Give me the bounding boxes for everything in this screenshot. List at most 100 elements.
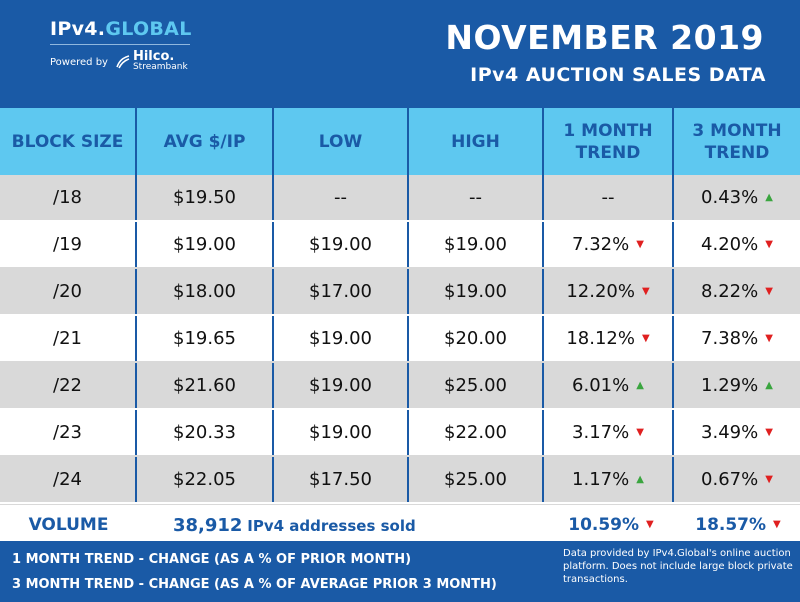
avg-price-cell-value: $19.50 (173, 187, 236, 208)
one-month-trend-cell: 3.17% ▼ (544, 410, 674, 455)
one-month-trend-cell-value: 18.12% (566, 328, 635, 349)
column-header-high: HIGH (409, 108, 544, 175)
volume-3-month-trend: 18.57% ▼ (676, 515, 800, 535)
three-month-trend-cell: 0.43% ▲ (674, 175, 800, 220)
logo-name-part1: IPv4. (50, 18, 106, 40)
avg-price-cell-value: $20.33 (173, 422, 236, 443)
one-month-trend-cell-value: 1.17% (572, 469, 630, 490)
page-subtitle: IPv4 AUCTION SALES DATA (470, 64, 766, 86)
three-month-trend-cell-value: 0.67% (701, 469, 759, 490)
low-price-cell-value: $17.00 (309, 281, 372, 302)
header: IPv4.GLOBAL Powered by Hilco. Streambank… (0, 0, 800, 108)
triangle-up-icon: ▲ (765, 191, 773, 203)
triangle-up-icon: ▲ (765, 379, 773, 391)
three-month-trend-cell: 7.38% ▼ (674, 316, 800, 361)
sales-data-table: BLOCK SIZE AVG $/IP LOW HIGH 1 MONTH TRE… (0, 108, 800, 545)
high-price-cell: $22.00 (409, 410, 544, 455)
triangle-down-icon: ▼ (641, 332, 650, 344)
block-size-cell: /18 (0, 175, 137, 220)
high-price-cell-value: $22.00 (444, 422, 507, 443)
three-month-trend-cell: 3.49% ▼ (674, 410, 800, 455)
volume-row: VOLUME 38,912 IPv4 addresses sold 10.59%… (0, 504, 800, 545)
three-month-trend-cell-value: 1.29% (701, 375, 759, 396)
three-month-trend-cell-value: 0.43% (701, 187, 759, 208)
three-month-trend-cell-value: 8.22% (701, 281, 759, 302)
column-header-block-size: BLOCK SIZE (0, 108, 137, 175)
avg-price-cell: $18.00 (137, 269, 274, 314)
volume-number: 38,912 (173, 514, 243, 536)
logo-name-part2: GLOBAL (105, 18, 192, 40)
one-month-trend-cell: -- (544, 175, 674, 220)
block-size-cell-value: /18 (53, 187, 82, 208)
logo-wordmark: IPv4.GLOBAL (50, 18, 200, 40)
low-price-cell: $17.50 (274, 457, 409, 502)
triangle-down-icon: ▼ (646, 519, 654, 530)
block-size-cell-value: /24 (53, 469, 82, 490)
block-size-cell-value: /19 (53, 234, 82, 255)
table-row: /20 $18.00 $17.00 $19.00 12.20% ▼ 8.22% ▼ (0, 269, 800, 316)
avg-price-cell: $20.33 (137, 410, 274, 455)
three-month-trend-cell-value: 4.20% (701, 234, 759, 255)
column-header-3-month-trend: 3 MONTH TREND (692, 120, 782, 163)
high-price-cell: -- (409, 175, 544, 220)
one-month-trend-cell-value: 3.17% (572, 422, 630, 443)
high-price-cell-value: $19.00 (444, 234, 507, 255)
one-month-trend-cell: 18.12% ▼ (544, 316, 674, 361)
table-row: /24 $22.05 $17.50 $25.00 1.17% ▲ 0.67% ▼ (0, 457, 800, 504)
high-price-cell-value: $20.00 (444, 328, 507, 349)
high-price-cell: $25.00 (409, 457, 544, 502)
volume-3-month-value: 18.57% (695, 515, 767, 535)
partner-sub: Streambank (132, 62, 188, 72)
low-price-cell-value: $19.00 (309, 234, 372, 255)
one-month-trend-cell: 7.32% ▼ (544, 222, 674, 267)
table-body: /18 $19.50 -- -- -- 0.43% ▲ /19 $19.00 $19.00 $19.… (0, 175, 800, 504)
triangle-down-icon: ▼ (765, 285, 773, 297)
avg-price-cell: $22.05 (137, 457, 274, 502)
high-price-cell-value: $25.00 (444, 375, 507, 396)
three-month-trend-cell: 8.22% ▼ (674, 269, 800, 314)
one-month-trend-cell-value: 6.01% (572, 375, 630, 396)
footer: 1 MONTH TREND - CHANGE (AS A % OF PRIOR … (0, 541, 800, 602)
block-size-cell: /22 (0, 363, 137, 408)
block-size-cell: /24 (0, 457, 137, 502)
three-month-trend-cell: 4.20% ▼ (674, 222, 800, 267)
high-price-cell-value: $19.00 (444, 281, 507, 302)
block-size-cell-value: /21 (53, 328, 82, 349)
table-row: /22 $21.60 $19.00 $25.00 6.01% ▲ 1.29% ▲ (0, 363, 800, 410)
high-price-cell: $20.00 (409, 316, 544, 361)
page-title: NOVEMBER 2019 (445, 18, 764, 57)
avg-price-cell: $19.65 (137, 316, 274, 361)
volume-label: VOLUME (28, 515, 109, 535)
low-price-cell: $19.00 (274, 363, 409, 408)
low-price-cell: $19.00 (274, 316, 409, 361)
triangle-down-icon: ▼ (765, 426, 773, 438)
column-header-low: LOW (274, 108, 409, 175)
high-price-cell: $19.00 (409, 222, 544, 267)
triangle-down-icon: ▼ (636, 238, 644, 250)
column-header-1-month-trend: 1 MONTH TREND (544, 108, 674, 175)
block-size-cell: /23 (0, 410, 137, 455)
avg-price-cell-value: $19.65 (173, 328, 236, 349)
column-header-avg: AVG $/IP (137, 108, 274, 175)
triangle-down-icon: ▼ (641, 285, 650, 297)
volume-description: IPv4 addresses sold (247, 516, 416, 535)
triangle-down-icon: ▼ (765, 332, 773, 344)
triangle-down-icon: ▼ (773, 519, 781, 530)
high-price-cell: $25.00 (409, 363, 544, 408)
low-price-cell: -- (274, 175, 409, 220)
block-size-cell: /21 (0, 316, 137, 361)
low-price-cell-value: $17.50 (309, 469, 372, 490)
one-month-trend-cell: 12.20% ▼ (544, 269, 674, 314)
triangle-up-icon: ▲ (636, 379, 644, 391)
block-size-cell: /19 (0, 222, 137, 267)
logo-divider (50, 44, 190, 45)
three-month-definition: 3 MONTH TREND - CHANGE (AS A % OF AVERAG… (12, 577, 497, 592)
table-row: /21 $19.65 $19.00 $20.00 18.12% ▼ 7.38% ▼ (0, 316, 800, 363)
hilco-logo-icon (116, 55, 130, 69)
one-month-trend-cell-value: 7.32% (572, 234, 630, 255)
table-row: /18 $19.50 -- -- -- 0.43% ▲ (0, 175, 800, 222)
trend-definitions: 1 MONTH TREND - CHANGE (AS A % OF PRIOR … (12, 547, 497, 597)
three-month-trend-cell: 0.67% ▼ (674, 457, 800, 502)
one-month-trend-cell-value: -- (601, 187, 615, 208)
low-price-cell: $19.00 (274, 410, 409, 455)
